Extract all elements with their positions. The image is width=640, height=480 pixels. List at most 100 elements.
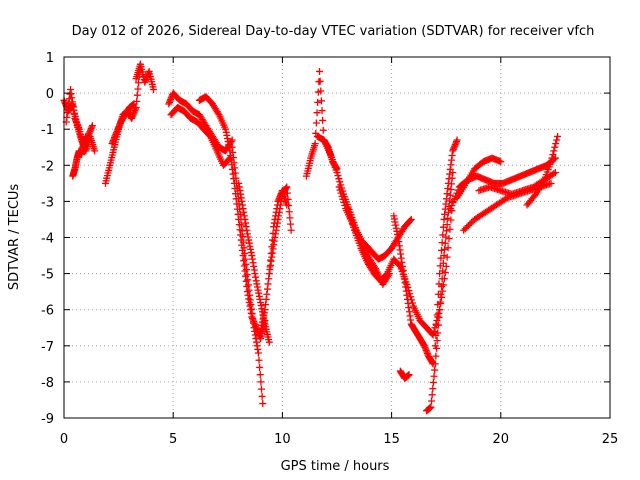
data-point [341,202,349,210]
data-point [553,136,561,144]
x-tick-label: 10 [274,432,291,447]
data-point [437,254,445,262]
data-point [316,67,324,75]
data-point [344,205,352,213]
data-point [334,172,342,180]
data-point [554,132,562,140]
data-point [447,216,455,224]
data-point [286,214,294,222]
data-point [255,356,263,364]
data-point [265,338,273,346]
data-point [346,211,354,219]
y-tick-label: -3 [41,195,54,210]
data-point [433,311,441,319]
data-point [338,192,346,200]
data-point [443,227,451,235]
data-point [464,222,472,230]
data-point [435,280,443,288]
data-point [91,147,99,155]
data-point [438,287,446,295]
data-point [431,360,439,368]
data-points [60,60,562,415]
data-point [317,97,325,105]
x-tick-label: 20 [493,432,510,447]
data-point [257,378,265,386]
data-point [433,337,441,345]
y-tick-label: -4 [41,232,54,247]
x-axis-label: GPS time / hours [281,459,390,474]
data-point [283,183,291,191]
data-point [336,186,344,194]
data-point [254,349,262,357]
data-point [347,214,355,222]
data-point [439,223,447,231]
data-point [228,136,236,144]
data-point [350,223,358,231]
data-point [135,79,143,87]
data-point [348,217,356,225]
data-point [446,225,454,233]
data-point [133,91,141,99]
y-tick-label: -5 [41,268,54,283]
data-point [319,116,327,124]
data-point [316,77,324,85]
data-point [427,403,435,411]
data-point [430,327,438,335]
data-point [335,175,343,183]
data-point [317,87,325,95]
data-point [443,253,451,261]
data-point [406,216,414,224]
data-point [340,198,348,206]
data-point [467,219,475,227]
data-point [550,170,558,178]
data-point [433,321,441,329]
data-point [550,147,558,155]
data-point [449,198,457,206]
y-axis-label: SDTVAR / TECUs [7,184,22,291]
x-tick-label: 5 [169,432,177,447]
grid [64,57,610,418]
y-tick-label: -6 [41,304,54,319]
data-point [319,126,327,134]
data-point [318,107,326,115]
data-point [333,169,341,177]
data-point [349,220,357,228]
data-point [434,290,442,298]
data-point [285,208,293,216]
y-tick-label: -1 [41,123,54,138]
y-tick-label: -8 [41,376,54,391]
data-point [438,246,446,254]
data-point [551,169,559,177]
data-point [430,372,438,380]
x-tick-label: 15 [383,432,400,447]
x-tick-label: 25 [602,432,619,447]
data-point [258,392,266,400]
data-point [552,140,560,148]
data-point [438,275,446,283]
data-point [463,223,471,231]
chart-title: Day 012 of 2026, Sidereal Day-to-day VTE… [72,24,595,39]
data-point [257,385,265,393]
data-point [407,215,415,223]
data-point [339,195,347,203]
data-point [312,129,320,137]
data-point [82,132,90,140]
data-point [428,397,436,405]
data-point [312,119,320,127]
data-point [448,202,456,210]
data-point [287,226,295,234]
data-point [453,136,461,144]
data-point [441,245,449,253]
data-point [259,400,267,408]
data-point [548,154,556,162]
data-point [130,100,138,108]
data-point [285,202,293,210]
data-point [502,195,510,203]
data-point [428,391,436,399]
data-point [436,306,444,314]
data-point [497,158,505,166]
data-point [287,220,295,228]
data-point [460,226,468,234]
data-point [436,270,444,278]
